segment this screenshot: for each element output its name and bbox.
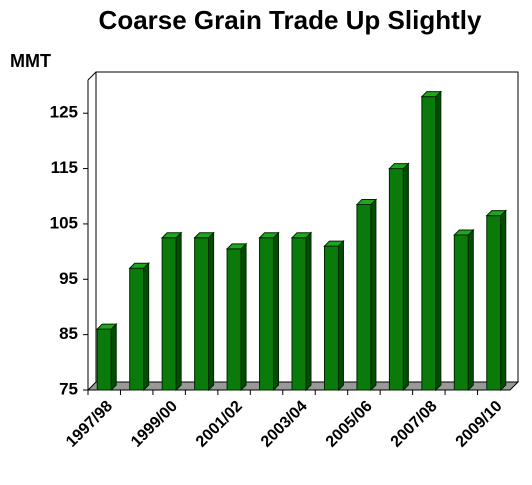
bar [258,231,280,392]
bar [323,239,345,392]
x-tick-label: 2007/08 [388,398,441,451]
bar-top [128,262,150,269]
y-tick-label: 75 [59,379,78,398]
bar-side [305,231,312,392]
bar-top [225,243,248,250]
bar-side [500,209,507,392]
chart-title: Coarse Grain Trade Up Slightly [99,5,482,35]
bar-front [486,215,502,391]
bar-side [208,231,215,392]
y-tick-label: 115 [51,158,78,177]
bar-front [194,237,210,391]
y-tick-label: 105 [50,213,78,232]
bar-front [129,267,145,391]
bar-front [161,237,177,391]
bar-top [290,232,313,239]
y-tick-label: 125 [50,103,78,122]
x-tick-label: 2009/10 [453,398,506,451]
bar-side [143,262,150,392]
x-tick-label: 1999/00 [128,398,181,451]
bar [388,162,410,392]
y-tick-label: 95 [59,269,78,288]
bar [355,198,378,392]
wall-edge [87,71,97,81]
bar-side [467,228,474,392]
bar [453,228,475,392]
bar [290,231,313,392]
bar [96,322,118,392]
bar [160,231,183,392]
bar-front [356,204,372,391]
x-tick-label: 1997/98 [63,398,116,451]
bar [128,262,150,392]
bar-top [355,199,378,206]
bar-top [420,91,443,98]
bar [485,209,507,392]
x-tick-label: 2003/04 [258,398,311,451]
bar-side [370,198,377,392]
bar-side [435,90,442,392]
x-tick-label: 2005/06 [323,398,376,451]
bar [193,231,215,392]
bar-top [388,163,410,170]
bar-front [96,328,112,391]
bar-side [337,239,344,392]
bar-top [258,232,280,239]
bar-front [259,237,275,391]
bar-top [485,210,507,217]
bar [420,90,443,392]
bar-side [402,162,409,392]
bar-top [453,229,475,236]
bar-side [240,242,247,392]
bar-top [193,232,215,239]
y-axis-label: MMT [10,51,51,71]
bar-front [421,96,437,391]
bar-top [160,232,183,239]
bar-front [323,245,339,391]
x-tick-label: 2001/02 [193,398,246,451]
bar-side [273,231,280,392]
bar-front [453,234,469,391]
bar-side [110,322,117,392]
bar-top [323,240,345,247]
bar-front [388,168,404,391]
bar-side [175,231,182,392]
y-tick-label: 85 [59,324,78,343]
bar-front [291,237,307,391]
bar [225,242,248,392]
bar-front [226,248,242,391]
back-wall [95,71,519,382]
bar-top [96,323,118,330]
